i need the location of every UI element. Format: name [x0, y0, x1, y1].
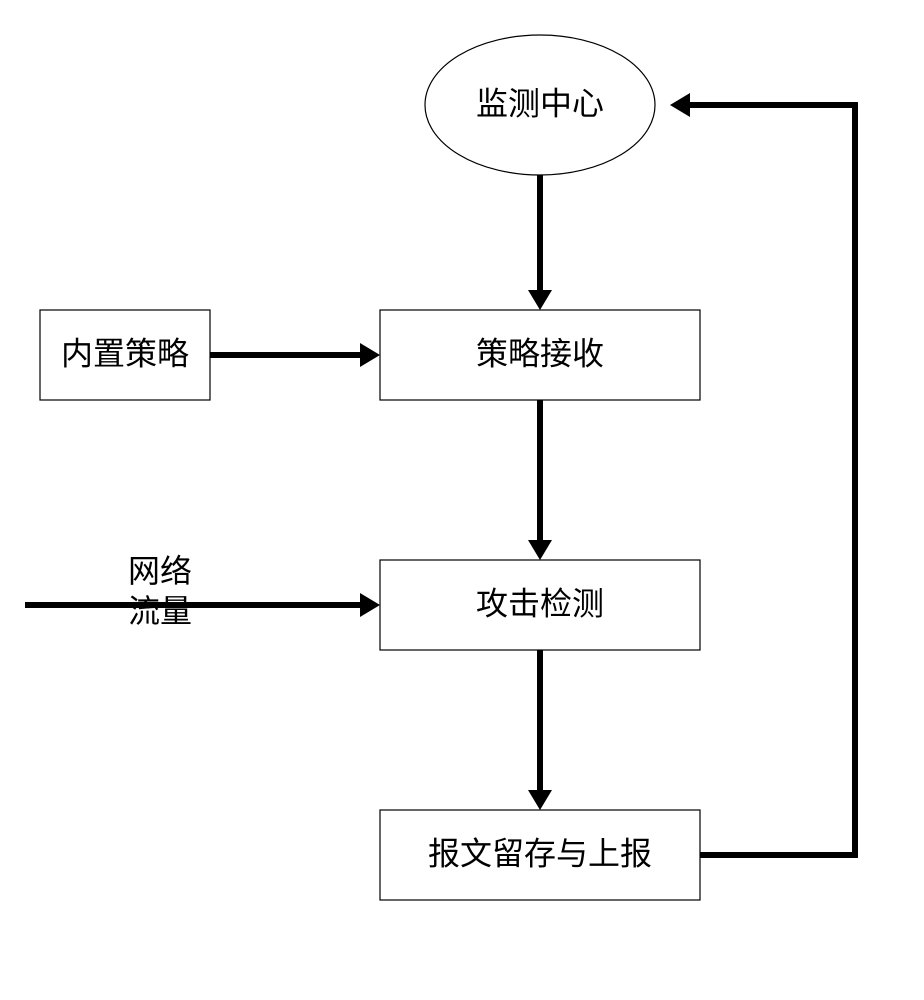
edge-feedback-arrowhead — [670, 93, 690, 117]
label-policy-receive: 策略接收 — [476, 335, 604, 371]
label-packet-store-report: 报文留存与上报 — [428, 835, 652, 871]
label-attack-detect: 攻击检测 — [476, 585, 604, 621]
label-network-traffic-line2: 流量 — [128, 593, 192, 629]
label-builtin-policy: 内置策略 — [61, 335, 189, 371]
label-monitor-center: 监测中心 — [476, 85, 604, 121]
edge-feedback — [682, 105, 855, 855]
flowchart-canvas: 监测中心 内置策略 策略接收 攻击检测 报文留存与上报 网络 流量 — [0, 0, 924, 1000]
edges-group — [25, 175, 552, 810]
label-network-traffic-line1: 网络 — [128, 553, 192, 589]
